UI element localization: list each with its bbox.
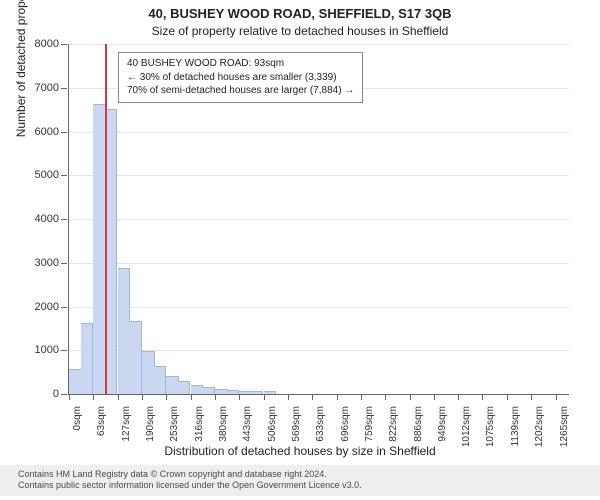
x-tick — [458, 394, 459, 400]
x-tick — [239, 394, 240, 400]
x-tick — [142, 394, 143, 400]
property-marker-line — [105, 44, 107, 394]
y-tick-label: 1000 — [9, 344, 59, 356]
y-tick — [61, 132, 67, 133]
x-axis-title: Distribution of detached houses by size … — [0, 444, 600, 458]
y-tick-label: 5000 — [9, 169, 59, 181]
chart-container: 40, BUSHEY WOOD ROAD, SHEFFIELD, S17 3QB… — [0, 0, 600, 500]
histogram-bar — [264, 391, 277, 394]
x-tick — [482, 394, 483, 400]
x-tick — [507, 394, 508, 400]
y-tick-label: 7000 — [9, 82, 59, 94]
info-line-2: ← 30% of detached houses are smaller (3,… — [127, 71, 354, 85]
gridline — [69, 307, 569, 308]
y-tick — [61, 350, 67, 351]
histogram-bar — [154, 366, 167, 394]
y-tick-label: 4000 — [9, 213, 59, 225]
y-tick-label: 0 — [9, 388, 59, 400]
y-tick-label: 8000 — [9, 38, 59, 50]
x-tick — [556, 394, 557, 400]
gridline — [69, 132, 569, 133]
gridline — [69, 263, 569, 264]
x-tick — [166, 394, 167, 400]
y-axis-title: Number of detached properties — [14, 0, 28, 137]
footer: Contains HM Land Registry data © Crown c… — [0, 465, 600, 496]
y-tick — [61, 394, 67, 395]
x-tick — [434, 394, 435, 400]
y-tick — [61, 219, 67, 220]
y-tick — [61, 307, 67, 308]
x-tick — [118, 394, 119, 400]
x-tick — [93, 394, 94, 400]
x-tick — [264, 394, 265, 400]
chart-subtitle: Size of property relative to detached ho… — [0, 24, 600, 38]
footer-line-2: Contains public sector information licen… — [18, 480, 592, 492]
y-tick — [61, 263, 67, 264]
y-tick-label: 6000 — [9, 126, 59, 138]
histogram-bar — [202, 387, 215, 394]
info-line-1: 40 BUSHEY WOOD ROAD: 93sqm — [127, 57, 354, 71]
x-tick — [531, 394, 532, 400]
x-tick — [361, 394, 362, 400]
footer-line-1: Contains HM Land Registry data © Crown c… — [18, 469, 592, 481]
x-tick — [385, 394, 386, 400]
gridline — [69, 44, 569, 45]
x-tick — [410, 394, 411, 400]
chart-title: 40, BUSHEY WOOD ROAD, SHEFFIELD, S17 3QB — [0, 6, 600, 21]
histogram-bar — [81, 323, 94, 394]
x-tick — [337, 394, 338, 400]
histogram-bar — [251, 391, 264, 394]
x-tick — [191, 394, 192, 400]
x-tick — [215, 394, 216, 400]
y-tick-label: 3000 — [9, 257, 59, 269]
histogram-bar — [178, 381, 191, 394]
gridline — [69, 175, 569, 176]
x-tick — [312, 394, 313, 400]
y-tick — [61, 88, 67, 89]
gridline — [69, 219, 569, 220]
histogram-bar — [227, 390, 240, 394]
y-tick-label: 2000 — [9, 301, 59, 313]
y-tick — [61, 44, 67, 45]
x-tick — [288, 394, 289, 400]
histogram-bar — [129, 321, 142, 394]
info-box: 40 BUSHEY WOOD ROAD: 93sqm ← 30% of deta… — [118, 52, 363, 103]
y-tick — [61, 175, 67, 176]
x-tick — [69, 394, 70, 400]
info-line-3: 70% of semi-detached houses are larger (… — [127, 84, 354, 98]
